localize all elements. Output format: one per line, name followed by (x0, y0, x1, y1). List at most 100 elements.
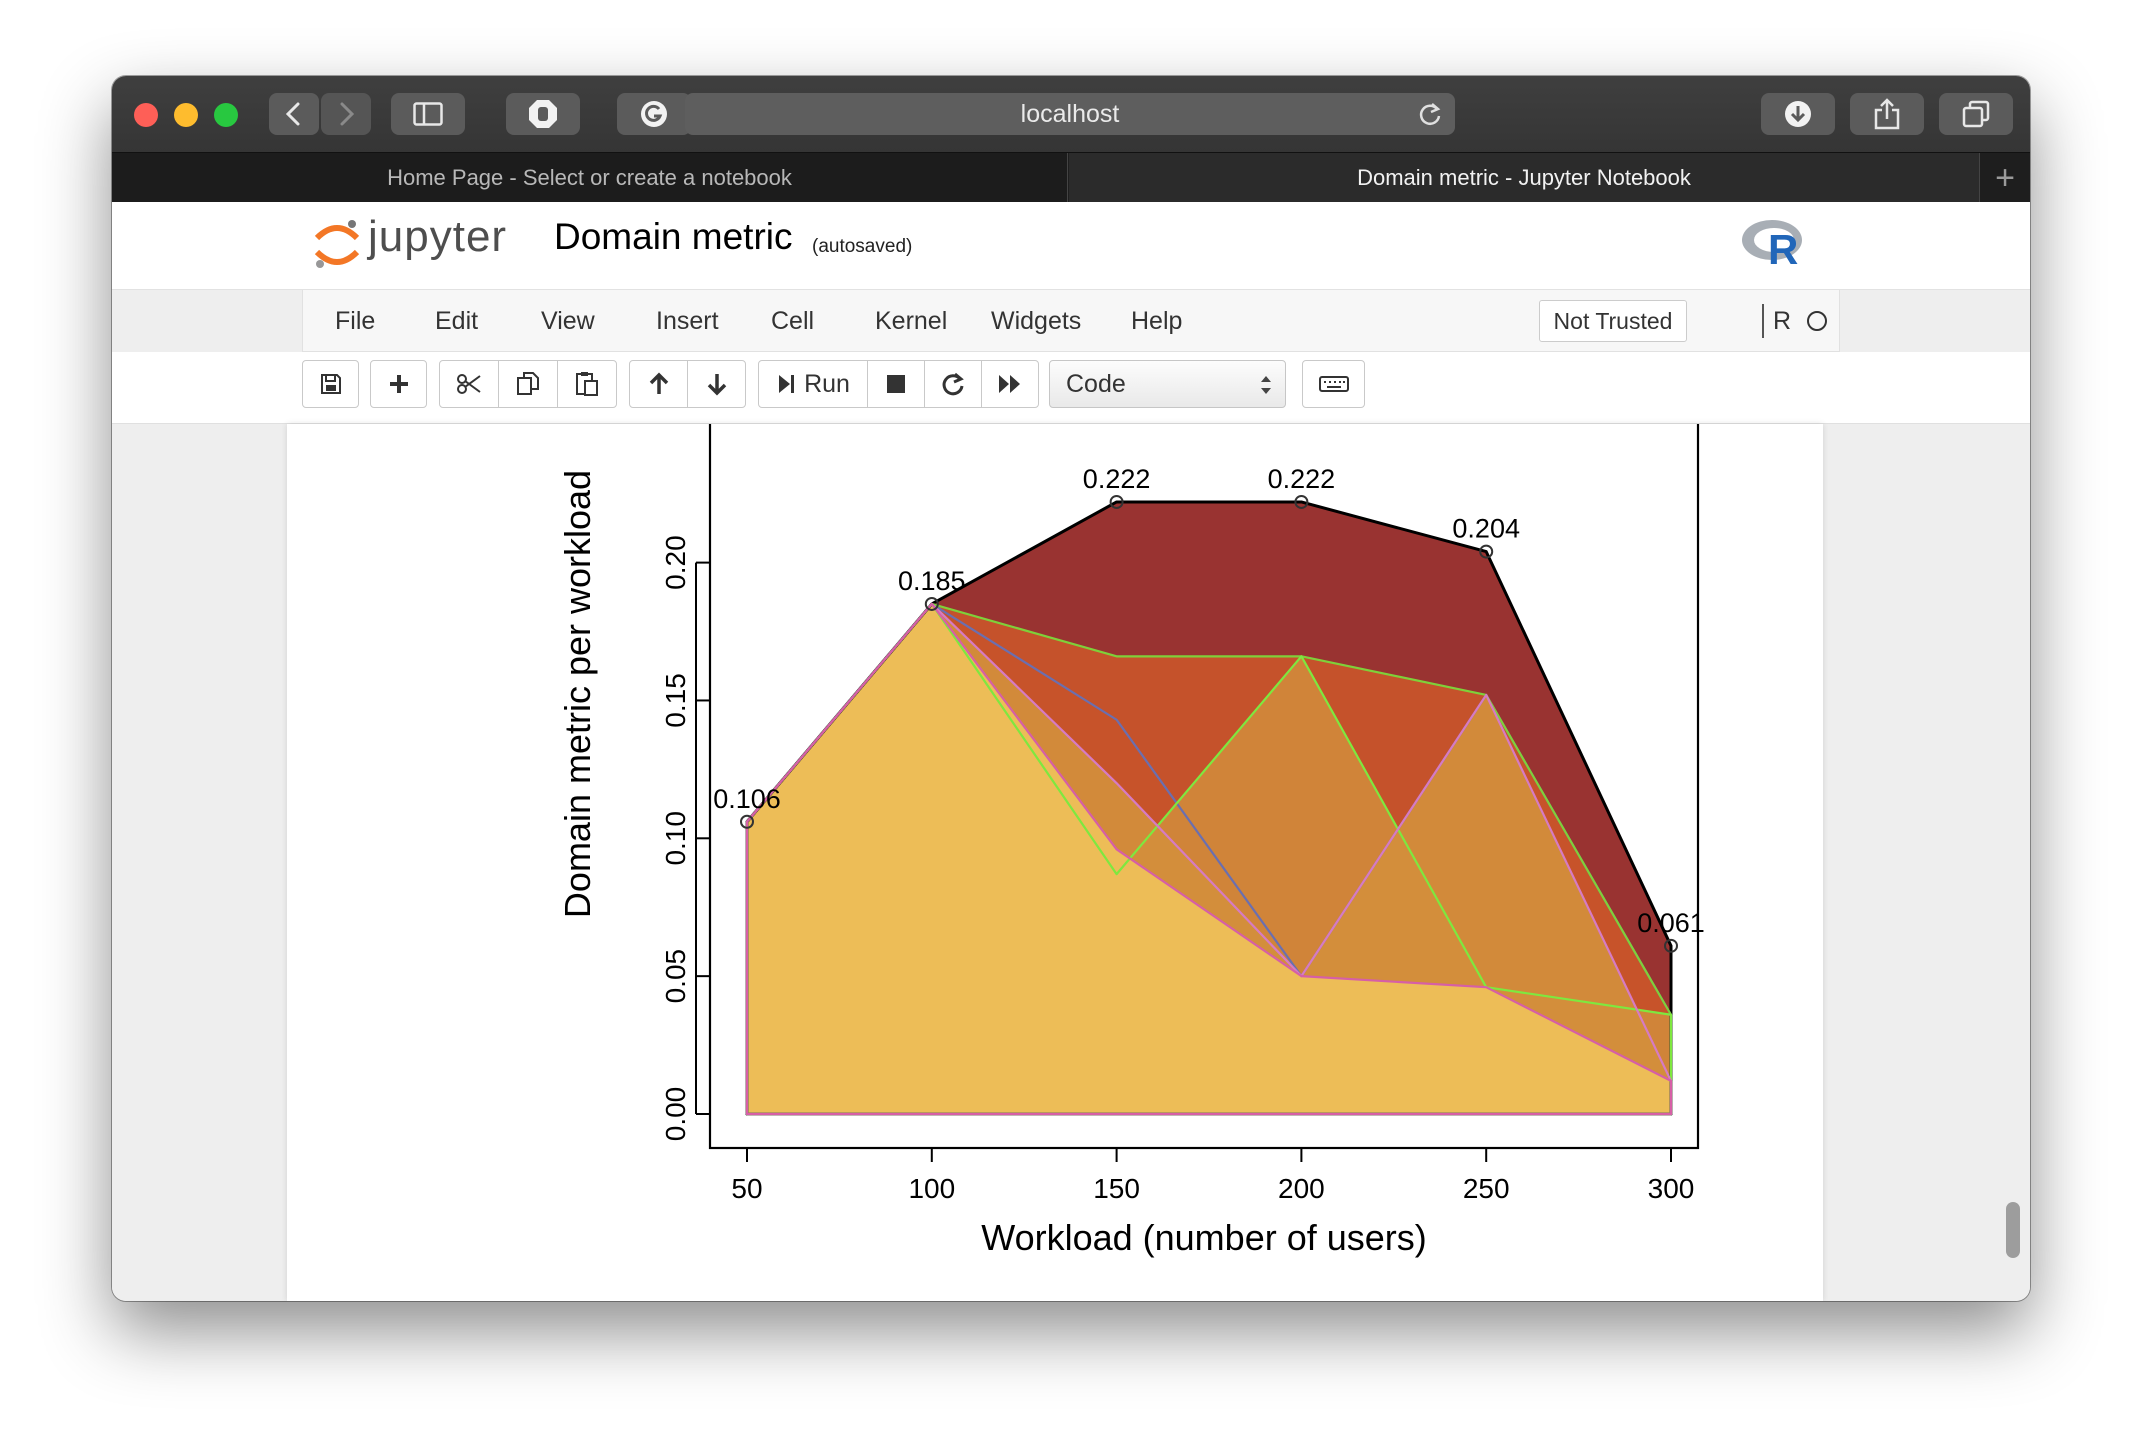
r-logo-letter: R (1768, 226, 1798, 273)
kernel-name[interactable]: R (1773, 306, 1792, 335)
back-button[interactable] (269, 93, 319, 135)
zoom-window-button[interactable] (214, 103, 238, 127)
copy-icon (517, 372, 539, 395)
chevron-left-icon (285, 102, 300, 126)
notebook-title[interactable]: Domain metric (554, 216, 793, 257)
x-tick-label: 150 (1093, 1173, 1140, 1204)
menu-view[interactable]: View (541, 306, 595, 335)
restart-run-all-button[interactable] (981, 360, 1039, 408)
page-content: jupyter Domain metric (autosaved) R File… (112, 202, 2030, 1301)
paste-icon (576, 372, 598, 396)
run-cell-button[interactable]: Run (758, 360, 868, 408)
restart-kernel-button[interactable] (924, 360, 982, 408)
address-bar[interactable]: localhost (685, 93, 1455, 135)
downloads-button[interactable] (1761, 93, 1835, 135)
data-point (1664, 938, 1678, 953)
stop-icon (887, 375, 905, 393)
area-series-5 (747, 603, 1671, 1114)
x-tick-label: 100 (908, 1173, 955, 1204)
tab-overview-button[interactable] (1939, 93, 2013, 135)
tab-domain-metric[interactable]: Domain metric - Jupyter Notebook (1069, 153, 1979, 203)
point-label: 0.061 (1637, 908, 1705, 938)
move-cell-up-button[interactable] (629, 360, 688, 408)
browser-window: localhost Home Page - Select or create a… (112, 76, 2030, 1301)
grammarly-icon (641, 101, 667, 127)
chevron-right-icon (340, 102, 355, 126)
data-point (740, 814, 754, 829)
move-cell-down-button[interactable] (687, 360, 746, 408)
share-button[interactable] (1850, 93, 1924, 135)
y-axis: 0.00 0.05 0.10 0.15 0.20 (660, 535, 710, 1141)
data-point (1109, 494, 1124, 509)
page-scrollbar-thumb[interactable] (2006, 1202, 2020, 1258)
menu-kernel[interactable]: Kernel (875, 306, 948, 335)
menu-edit[interactable]: Edit (435, 306, 479, 335)
series-outline-5 (745, 602, 1673, 1116)
menu-cell[interactable]: Cell (771, 306, 815, 335)
cut-cells-button[interactable] (439, 360, 499, 408)
interrupt-kernel-button[interactable] (867, 360, 925, 408)
close-window-button[interactable] (134, 103, 158, 127)
save-button[interactable] (302, 360, 359, 408)
tab-label: Home Page - Select or create a notebook (387, 165, 792, 190)
point-label: 0.222 (1268, 464, 1336, 494)
reload-icon[interactable] (1417, 101, 1443, 127)
jupyter-logo-icon[interactable] (312, 216, 362, 272)
share-icon (1874, 98, 1900, 130)
data-points: 0.106 0.185 0.222 0.222 0.204 0.061 (713, 464, 1705, 953)
x-axis-label: Workload (number of users) (981, 1217, 1427, 1258)
point-label: 0.185 (898, 566, 966, 596)
cell-type-select[interactable]: Code (1049, 360, 1286, 408)
cell-type-value: Code (1066, 369, 1126, 398)
run-icon (779, 375, 795, 393)
tabs-icon (1962, 100, 1990, 128)
insert-cell-button[interactable] (370, 360, 427, 408)
select-arrows-icon (1261, 376, 1271, 394)
tab-home-page[interactable]: Home Page - Select or create a notebook (112, 153, 1068, 203)
x-tick-label: 250 (1463, 1173, 1510, 1204)
save-icon (320, 374, 341, 394)
cut-icon (457, 374, 481, 394)
plot-series-outlines (745, 500, 1673, 1116)
page-scrollbar[interactable] (2000, 424, 2030, 1301)
restart-icon (942, 372, 964, 396)
jupyter-header: jupyter Domain metric (autosaved) R (112, 202, 2030, 290)
trust-status-button[interactable]: Not Trusted (1539, 300, 1687, 342)
point-label: 0.222 (1083, 464, 1151, 494)
arrow-down-icon (707, 374, 726, 396)
menu-insert[interactable]: Insert (656, 306, 719, 335)
keyboard-icon (1318, 376, 1349, 392)
autosave-status: (autosaved) (812, 236, 913, 257)
plus-icon (389, 375, 408, 393)
point-label: 0.106 (713, 784, 781, 814)
data-point (924, 596, 939, 611)
forward-button[interactable] (321, 93, 371, 135)
menu-bar: File Edit View Insert Cell Kernel Widget… (302, 290, 1840, 352)
data-point (1294, 494, 1309, 509)
menu-widgets[interactable]: Widgets (991, 306, 1082, 335)
kernel-separator (1762, 304, 1764, 338)
x-tick-label: 200 (1278, 1173, 1325, 1204)
copy-cells-button[interactable] (498, 360, 558, 408)
y-tick-label: 0.05 (660, 949, 691, 1004)
new-tab-button[interactable]: + (1979, 153, 2030, 203)
menu-help[interactable]: Help (1131, 306, 1183, 335)
y-axis-label: Domain metric per workload (557, 470, 598, 918)
command-palette-button[interactable] (1302, 360, 1365, 408)
minimize-window-button[interactable] (174, 103, 198, 127)
y-tick-label: 0.20 (660, 535, 691, 590)
sidebar-toggle-button[interactable] (391, 93, 465, 135)
x-tick-label: 50 (731, 1173, 762, 1204)
arrow-up-icon (649, 372, 668, 394)
jupyter-logo-text[interactable]: jupyter (368, 212, 508, 261)
adblock-extension-button[interactable] (506, 93, 580, 135)
menu-file[interactable]: File (335, 306, 376, 335)
kernel-idle-indicator-icon (1807, 311, 1827, 331)
y-tick-label: 0.10 (660, 811, 691, 866)
y-tick-label: 0.00 (660, 1087, 691, 1142)
grammarly-extension-button[interactable] (617, 93, 691, 135)
browser-tab-bar: Home Page - Select or create a notebook … (112, 152, 2030, 203)
plot-area-fills (747, 501, 1671, 1115)
y-tick-label: 0.15 (660, 673, 691, 728)
paste-cells-button[interactable] (557, 360, 617, 408)
